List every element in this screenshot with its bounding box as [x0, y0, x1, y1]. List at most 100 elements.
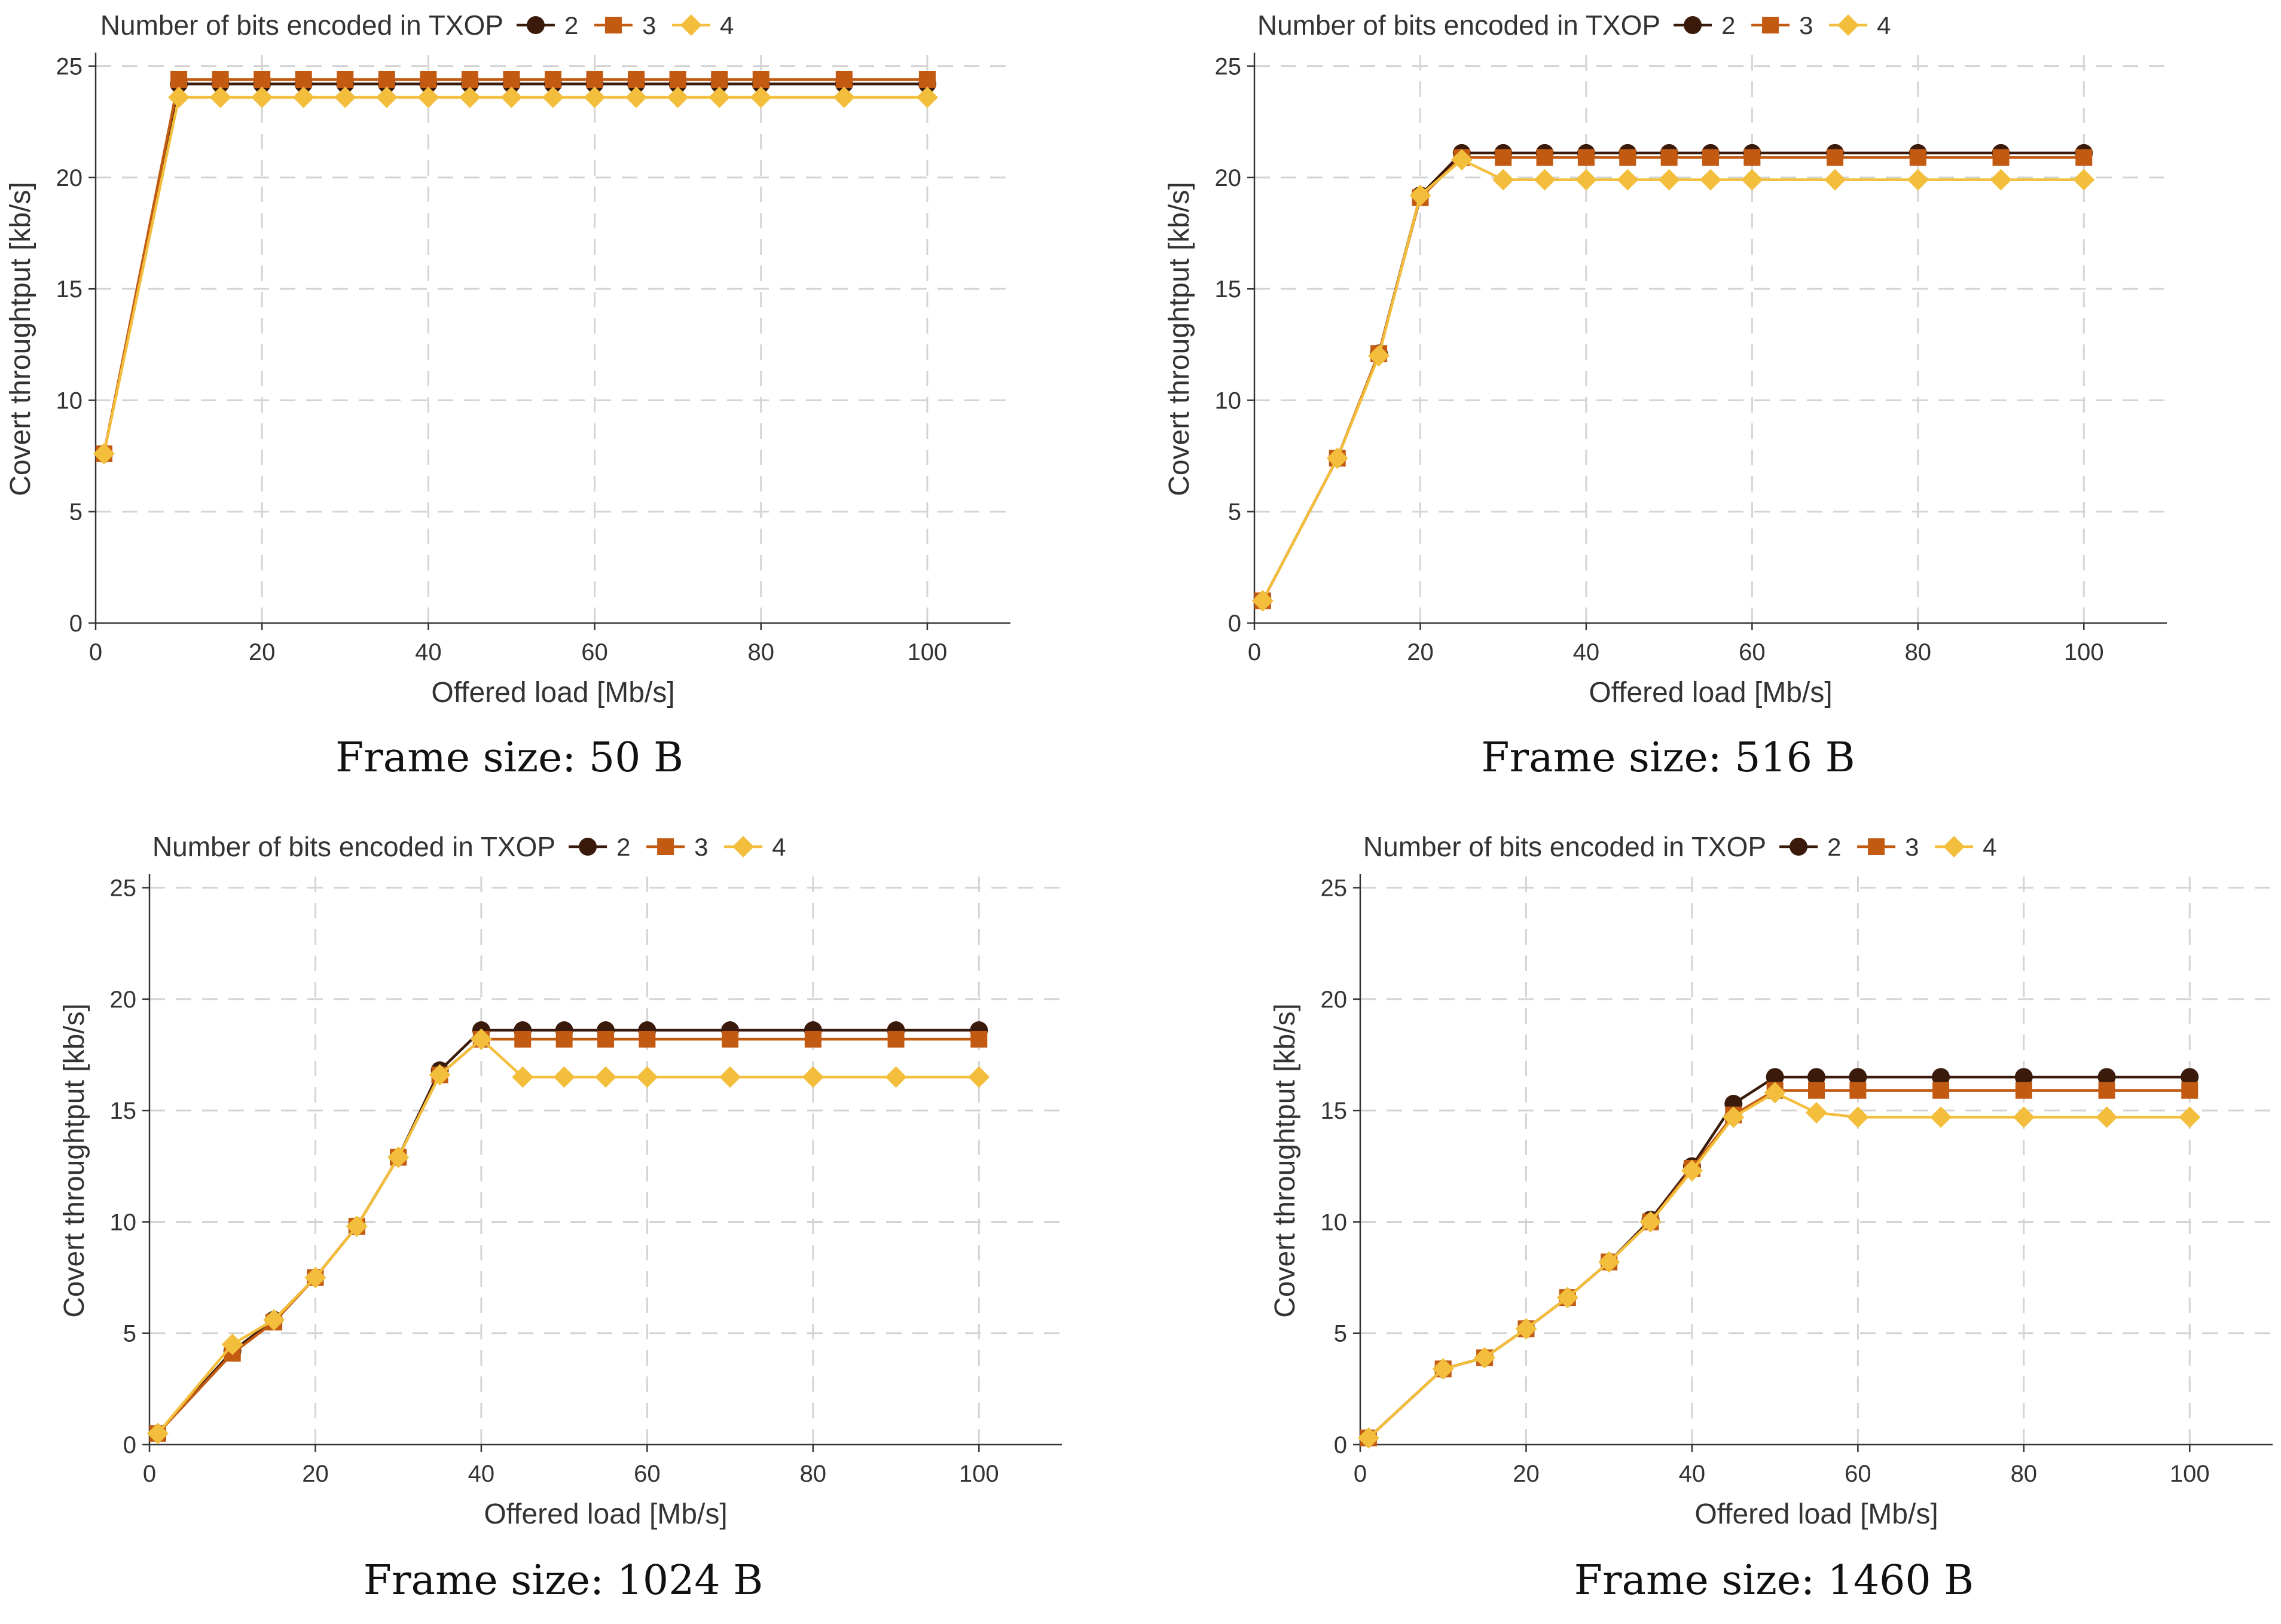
- legend: Number of bits encoded in TXOP 2 3 4: [152, 831, 786, 862]
- series-2-point: [1849, 1068, 1867, 1086]
- x-tick-label: 100: [959, 1461, 999, 1487]
- series-3-point: [2181, 1082, 2198, 1099]
- series-4-point: [802, 1066, 824, 1088]
- series-4-point: [146, 1422, 169, 1445]
- x-tick-label: 0: [1248, 639, 1261, 666]
- legend-title: Number of bits encoded in TXOP: [100, 10, 503, 41]
- legend-title: Number of bits encoded in TXOP: [1363, 831, 1766, 862]
- legend-title: Number of bits encoded in TXOP: [1257, 10, 1660, 41]
- series-4-point: [636, 1066, 658, 1088]
- series-3-point: [918, 71, 936, 88]
- legend-label: 2: [1827, 833, 1841, 861]
- series-3-point: [835, 71, 853, 88]
- series-4-point: [375, 86, 398, 108]
- x-tick-label: 0: [143, 1461, 156, 1487]
- y-axis-label: Covert throughtput [kb/s]: [59, 1003, 90, 1318]
- legend-marker-square: [604, 17, 622, 33]
- series-2-bits: [148, 1021, 988, 1443]
- series-4-point: [1534, 169, 1556, 191]
- panel-frame-size-50: 0 20 40 60 80 100 0 5 10 15 20 25 Offered load [Mb/s…: [5, 10, 1010, 782]
- series-3-point: [887, 1030, 905, 1048]
- series-3-point: [597, 1030, 614, 1048]
- series-4-point: [429, 1064, 451, 1086]
- series-3-point: [503, 71, 520, 88]
- series-3-line: [157, 1037, 979, 1434]
- series-2-bits: [1253, 144, 2093, 610]
- series-4-point: [417, 86, 439, 108]
- series-2-point: [2014, 1068, 2033, 1086]
- series-4-point: [1432, 1358, 1454, 1380]
- grid: [149, 877, 1062, 1445]
- series-4-point: [1847, 1106, 1869, 1128]
- series-4-point: [470, 1028, 492, 1050]
- series-4-point: [2013, 1106, 2035, 1128]
- legend-label: 4: [1877, 11, 1891, 39]
- series-4-point: [1617, 169, 1639, 191]
- series-4-point: [2073, 169, 2095, 191]
- series-2-bits: [1359, 1068, 2199, 1447]
- legend-marker-diamond: [1943, 836, 1965, 857]
- x-tick-label: 40: [1679, 1461, 1706, 1487]
- series-3-point: [1495, 149, 1512, 166]
- legend-item-3: 3: [1857, 833, 1919, 861]
- series-2-point: [1807, 1068, 1825, 1086]
- legend-marker-square: [657, 838, 674, 855]
- series-3-point: [711, 71, 728, 88]
- series-3-point: [378, 71, 395, 88]
- legend-marker-circle: [1684, 16, 1702, 34]
- legend-item-3: 3: [1751, 11, 1813, 39]
- legend-label: 3: [1799, 11, 1813, 39]
- y-tick-label: 20: [1215, 165, 1242, 191]
- series-3-point: [1849, 1082, 1867, 1099]
- legend-label: 3: [694, 833, 708, 861]
- legend: Number of bits encoded in TXOP 2 3 4: [100, 10, 734, 41]
- series-3-point: [1619, 149, 1636, 166]
- series-4-point: [667, 86, 689, 108]
- y-tick-label: 25: [1321, 875, 1348, 902]
- series-3-point: [461, 71, 478, 88]
- series-4-point: [542, 86, 564, 108]
- series-4-point: [1930, 1106, 1952, 1128]
- series-4-point: [1741, 169, 1763, 191]
- x-axis-label: Offered load [Mb/s]: [484, 1498, 727, 1530]
- legend-label: 4: [772, 833, 786, 861]
- legend-item-4: 4: [1935, 833, 1996, 861]
- series-2-line: [1367, 1076, 2190, 1439]
- series-3-bits: [149, 1030, 988, 1442]
- y-tick-label: 5: [1334, 1321, 1347, 1347]
- series-3-point: [804, 1030, 822, 1048]
- series-3-point: [639, 1030, 656, 1048]
- series-4-point: [709, 86, 731, 108]
- x-tick-label: 100: [908, 639, 948, 666]
- legend: Number of bits encoded in TXOP 2 3 4: [1257, 10, 1891, 41]
- x-tick-label: 80: [1905, 639, 1932, 666]
- series-4-point: [512, 1066, 534, 1088]
- series-3-point: [1536, 149, 1553, 166]
- series-2-point: [1932, 1068, 1950, 1086]
- legend-item-2: 2: [569, 833, 630, 861]
- series-4-point: [2179, 1106, 2201, 1128]
- legend-marker-diamond: [732, 836, 755, 857]
- legend-marker-square: [1762, 17, 1779, 33]
- panel-caption: Frame size: 50 B: [335, 734, 683, 782]
- y-tick-label: 0: [69, 610, 83, 637]
- series-4-point: [833, 86, 855, 108]
- x-tick-label: 40: [1573, 639, 1600, 666]
- series-4-bits: [93, 86, 938, 465]
- series-4-point: [251, 86, 273, 108]
- series-2-point: [2097, 1068, 2116, 1086]
- series-4-point: [1251, 590, 1274, 612]
- series-3-bits: [1254, 149, 2093, 609]
- series-4-point: [625, 86, 648, 108]
- series-3-point: [1932, 1082, 1950, 1099]
- series-3-point: [1702, 149, 1719, 166]
- series-3-point: [1660, 149, 1678, 166]
- series-4-point: [1368, 344, 1390, 367]
- series-4-point: [2096, 1106, 2118, 1128]
- panel-frame-size-1024: 0 20 40 60 80 100 0 5 10 15 20 25 Offered load [Mb/s…: [59, 831, 1062, 1604]
- y-tick-label: 10: [1321, 1209, 1348, 1235]
- series-3-point: [170, 71, 188, 88]
- y-tick-label: 5: [69, 499, 83, 526]
- series-4-point: [1681, 1159, 1703, 1182]
- series-4-point: [93, 442, 115, 465]
